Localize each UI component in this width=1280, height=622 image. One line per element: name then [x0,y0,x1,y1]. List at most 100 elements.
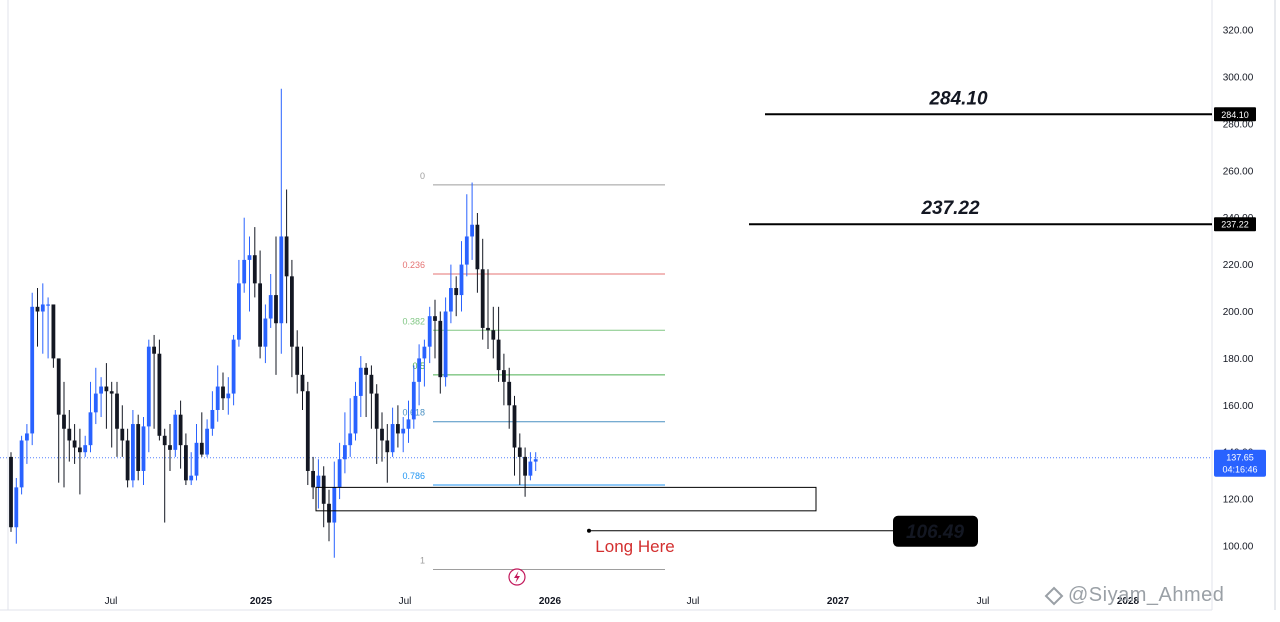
candle-body [173,414,178,450]
candle-body [125,440,130,481]
candle-body [242,259,247,284]
candle-body [475,224,480,270]
watermark-logo-icon [1044,586,1064,606]
candle-body [533,459,538,462]
candle-body [364,367,368,375]
y-tick-label: 320.00 [1223,26,1254,37]
candle-body [295,346,300,375]
candle-body [417,358,421,382]
candle-body [486,327,490,331]
candle-body [427,316,432,347]
target-price-tag [1214,217,1256,232]
candle-body [268,295,273,319]
watermark-text: @Siyam_Ahmed [1068,584,1225,606]
candle-body [35,306,40,312]
x-tick-label: 2027 [827,596,850,607]
fib-level-label: 0.786 [402,471,425,481]
candle-body [258,283,262,347]
candle-body [496,339,501,371]
demand-zone [315,486,817,512]
y-tick-label: 100.00 [1223,542,1254,553]
candle-body [502,370,506,382]
candle-body [104,386,109,392]
candle-body [401,428,406,434]
y-tick-label: 280.00 [1223,119,1254,130]
candle-body [88,412,93,446]
candle-body [396,424,400,434]
candle-body [131,424,135,481]
candle-body [406,419,411,429]
candle-body [30,306,35,434]
candle-body [512,405,517,448]
lightning-bolt-shape [514,571,520,583]
x-tick-label: 2025 [250,596,273,607]
candle-body [189,475,194,481]
lightning-icon [508,568,526,586]
candle-body [358,367,363,396]
candle-body [199,442,204,455]
candle-body [279,236,284,324]
candle-body [120,428,125,441]
fib-level-label: 0.236 [402,260,425,270]
fib-level-label: 1 [420,555,425,565]
candle-body [290,276,294,347]
x-tick-label: Jul [399,596,412,607]
candle-body [168,445,172,450]
candle-body [25,433,29,441]
candle-body [470,224,474,237]
candle-body [152,346,156,354]
target-price-tag [1214,107,1256,122]
candle-body [348,433,353,446]
candle-body [136,424,141,471]
candle-body [343,445,347,460]
candle-body [83,445,88,453]
candle-body [46,304,50,306]
candle-body [184,445,188,481]
candle-body [231,339,236,394]
candle-body [40,304,45,312]
candle-body [178,414,183,446]
candle-body [385,440,390,453]
candle-body [226,393,231,399]
fib-level-label: 0 [420,171,425,181]
y-tick-label: 120.00 [1223,495,1254,506]
candle-body [146,346,151,427]
candle-body [433,316,437,321]
candle-body [210,409,215,429]
y-tick-label: 200.00 [1223,307,1254,318]
entry-label: 106.49 [906,522,965,543]
candle-body [438,320,443,378]
target-label: 284.10 [928,88,988,109]
y-tick-label: 160.00 [1223,401,1254,412]
target-price-tag-text: 284.10 [1221,110,1249,120]
candle-body [205,428,209,455]
watermark: @Siyam_Ahmed [1044,584,1224,607]
candle-body [369,374,374,394]
entry-label-box [893,515,978,547]
candle-body [115,393,119,429]
candle-body [316,475,321,488]
candle-body [109,391,114,394]
candle-body [300,374,305,392]
current-price-tag [1214,449,1266,477]
candle-body [374,393,379,429]
candle-body [14,487,19,528]
candle-body [19,440,24,488]
candle-body [507,381,512,406]
candle-body [141,426,146,471]
candle-body [237,283,241,340]
x-tick-label: Jul [105,596,118,607]
candle-body [247,255,252,260]
candle-body [528,461,533,476]
candle-body [454,288,459,296]
candle-body [449,288,453,312]
candle-body [422,346,427,359]
candle-body [284,236,289,277]
candle-body [162,435,167,446]
candle-body [56,358,61,415]
candle-body [72,440,77,448]
countdown-text: 04:16:46 [1222,465,1257,475]
candle-body [215,386,220,410]
target-label: 237.22 [920,198,980,219]
